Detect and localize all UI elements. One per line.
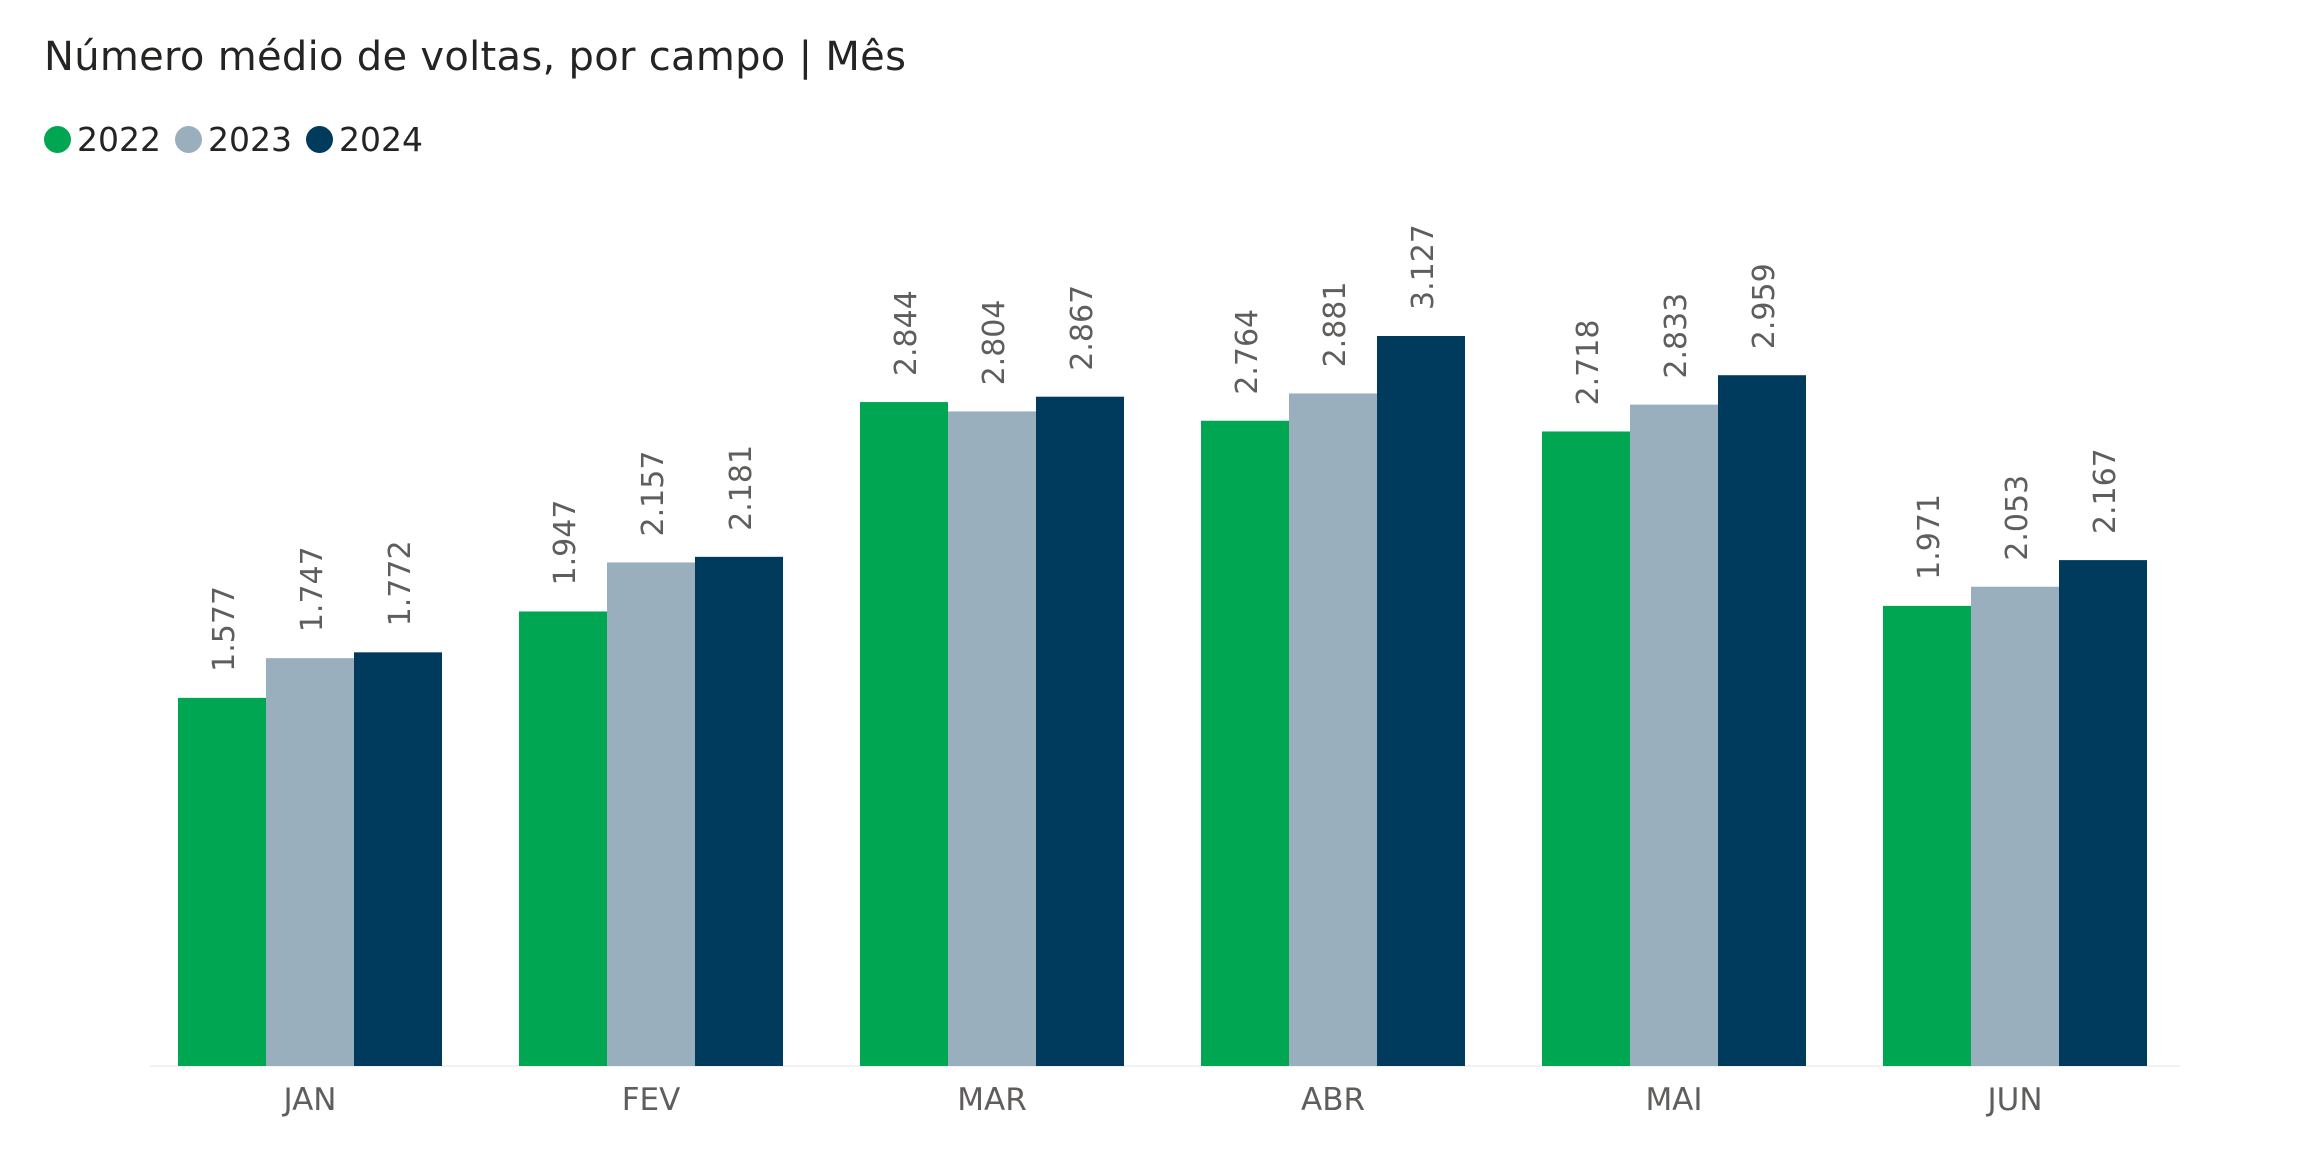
bar-jun-2023[interactable] <box>1971 586 2059 1066</box>
legend-label-2024: 2024 <box>338 120 423 159</box>
data-label-jan-2022: 1.577 <box>207 586 242 672</box>
legend-marker-2023 <box>174 126 202 153</box>
bar-fev-2023[interactable] <box>607 562 695 1066</box>
data-label-fev-2022: 1.947 <box>548 500 583 586</box>
data-label-mar-2023: 2.804 <box>977 300 1012 386</box>
bar-jan-2024[interactable] <box>354 652 442 1066</box>
legend-item-2023[interactable]: 2023 <box>174 120 292 159</box>
bar-mar-2022[interactable] <box>860 402 948 1066</box>
data-label-abr-2024: 3.127 <box>1406 224 1441 310</box>
x-tick-label-jan: JAN <box>282 1082 337 1118</box>
bar-mar-2024[interactable] <box>1036 396 1124 1066</box>
data-label-mai-2023: 2.833 <box>1659 293 1694 379</box>
data-label-abr-2022: 2.764 <box>1230 309 1265 395</box>
data-label-abr-2023: 2.881 <box>1318 282 1353 368</box>
legend-label-2022: 2022 <box>77 120 161 159</box>
data-label-fev-2023: 2.157 <box>636 451 671 537</box>
data-label-mar-2024: 2.867 <box>1065 285 1100 371</box>
data-label-jun-2022: 1.971 <box>1912 494 1947 580</box>
bar-abr-2022[interactable] <box>1201 420 1289 1066</box>
x-tick-label-mai: MAI <box>1645 1082 1702 1118</box>
data-label-jan-2024: 1.772 <box>383 540 418 626</box>
data-label-fev-2024: 2.181 <box>724 445 759 531</box>
x-tick-label-fev: FEV <box>622 1082 681 1118</box>
bar-mai-2022[interactable] <box>1542 431 1630 1066</box>
bar-fev-2022[interactable] <box>519 611 607 1066</box>
data-label-jun-2024: 2.167 <box>2088 448 2123 534</box>
legend-marker-2024 <box>305 126 333 153</box>
data-label-jun-2023: 2.053 <box>2000 475 2035 561</box>
data-label-mar-2022: 2.844 <box>889 290 924 376</box>
bar-fev-2024[interactable] <box>695 556 783 1066</box>
legend-label-2023: 2023 <box>207 120 292 159</box>
bar-mar-2023[interactable] <box>948 411 1036 1066</box>
legend-item-2024[interactable]: 2024 <box>305 120 423 159</box>
x-tick-label-mar: MAR <box>957 1082 1027 1118</box>
bar-jan-2022[interactable] <box>178 697 266 1066</box>
bar-jan-2023[interactable] <box>266 658 354 1066</box>
bar-mai-2023[interactable] <box>1630 404 1718 1066</box>
bar-abr-2024[interactable] <box>1377 336 1465 1066</box>
legend: 2022 2023 2024 <box>44 120 437 159</box>
bar-jun-2024[interactable] <box>2059 560 2147 1066</box>
bar-abr-2023[interactable] <box>1289 393 1377 1066</box>
bar-jun-2022[interactable] <box>1883 605 1971 1066</box>
data-label-mai-2022: 2.718 <box>1571 320 1606 406</box>
legend-item-2022[interactable]: 2022 <box>44 120 161 159</box>
legend-marker-2022 <box>44 126 71 153</box>
x-tick-label-abr: ABR <box>1301 1082 1365 1118</box>
x-tick-label-jun: JUN <box>1985 1082 2042 1118</box>
chart-title: Número médio de voltas, por campo | Mês <box>44 34 907 80</box>
data-label-mai-2024: 2.959 <box>1747 263 1782 349</box>
bar-mai-2024[interactable] <box>1718 375 1806 1066</box>
data-label-jan-2023: 1.747 <box>295 546 330 632</box>
